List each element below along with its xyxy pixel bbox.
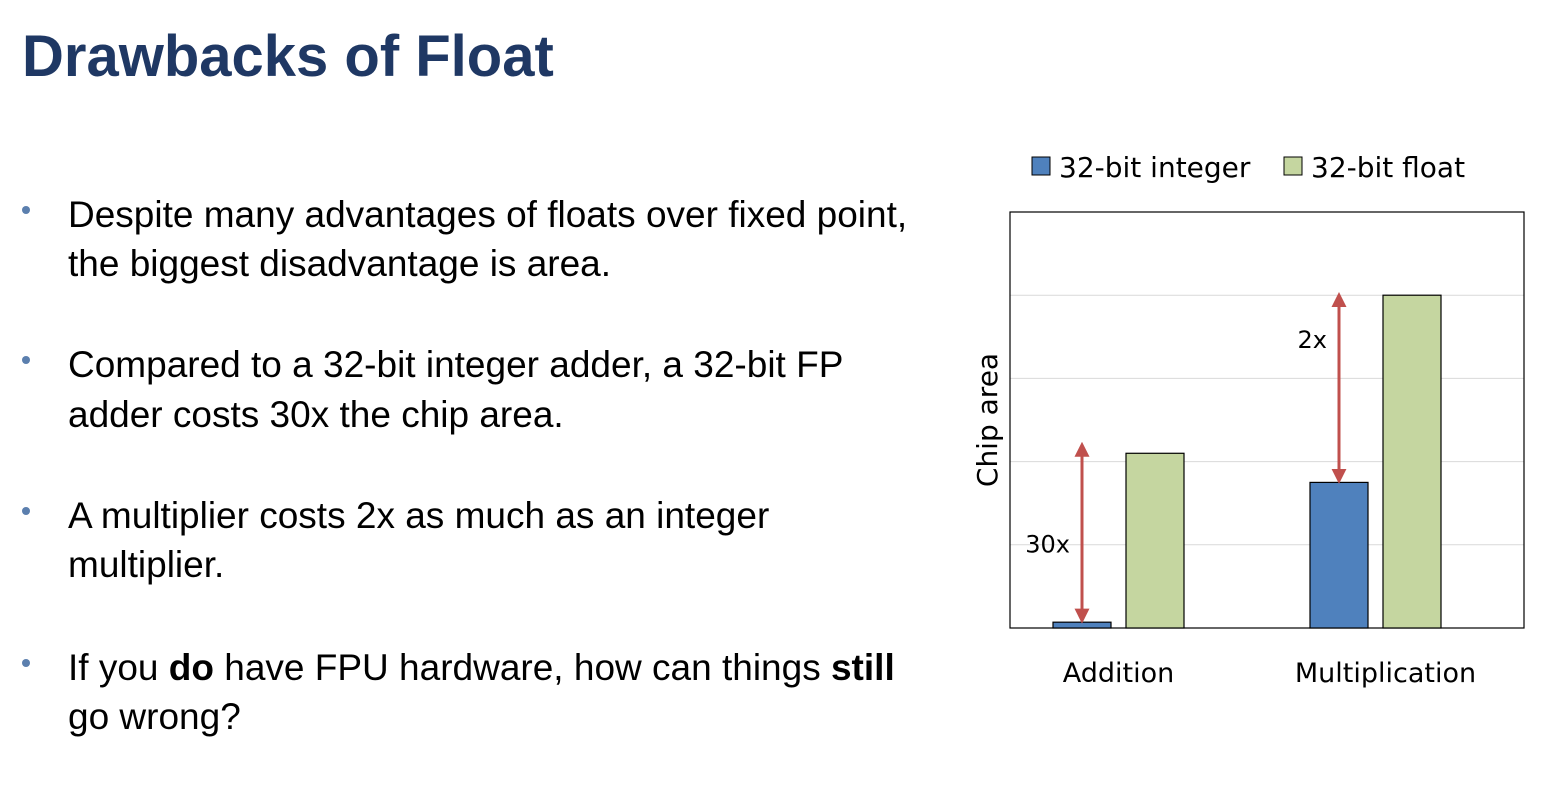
legend-swatch: [1031, 156, 1051, 176]
bullet-emphasis: still: [830, 647, 895, 689]
bullet-item: If you do have FPU hardware, how can thi…: [22, 643, 922, 741]
bullet-list: Despite many advantages of floats over f…: [22, 190, 922, 794]
bar: [1052, 621, 1112, 629]
annotation-label: 30x: [1025, 531, 1070, 559]
bullet-emphasis: do: [168, 647, 214, 689]
bullet-dot-icon: [22, 506, 30, 515]
bullet-text: If you: [68, 647, 169, 689]
annotation-label: 2x: [1298, 326, 1327, 354]
bullet-text: A multiplier costs 2x as much as an inte…: [68, 494, 770, 586]
bullet-text: Compared to a 32-bit integer adder, a 32…: [68, 344, 843, 435]
bar: [1125, 452, 1185, 629]
x-tick-label: Multiplication: [1295, 658, 1476, 689]
bullet-text: go wrong?: [68, 696, 241, 738]
slide-title: Drawbacks of Float: [22, 24, 554, 89]
bullet-item: Compared to a 32-bit integer adder, a 32…: [22, 340, 922, 438]
bullet-dot-icon: [22, 356, 30, 365]
bullet-dot-icon: [22, 206, 30, 214]
bullet-text: Despite many advantages of floats over f…: [68, 194, 908, 285]
legend-label: 32-bit integer: [1059, 151, 1251, 184]
bullet-item: Despite many advantages of floats over f…: [22, 190, 922, 288]
bullet-item: A multiplier costs 2x as much as an inte…: [22, 491, 922, 589]
legend-label: 32-bit float: [1311, 151, 1465, 184]
plot-frame: [1009, 211, 1525, 629]
x-tick-label: Addition: [1063, 658, 1175, 689]
bar: [1309, 481, 1369, 629]
bullet-text: have FPU hardware, how can things: [213, 647, 831, 689]
legend-swatch: [1283, 156, 1303, 176]
bullet-dot-icon: [22, 659, 30, 668]
bar: [1382, 294, 1442, 629]
y-axis-label: Chip area: [971, 353, 1004, 487]
